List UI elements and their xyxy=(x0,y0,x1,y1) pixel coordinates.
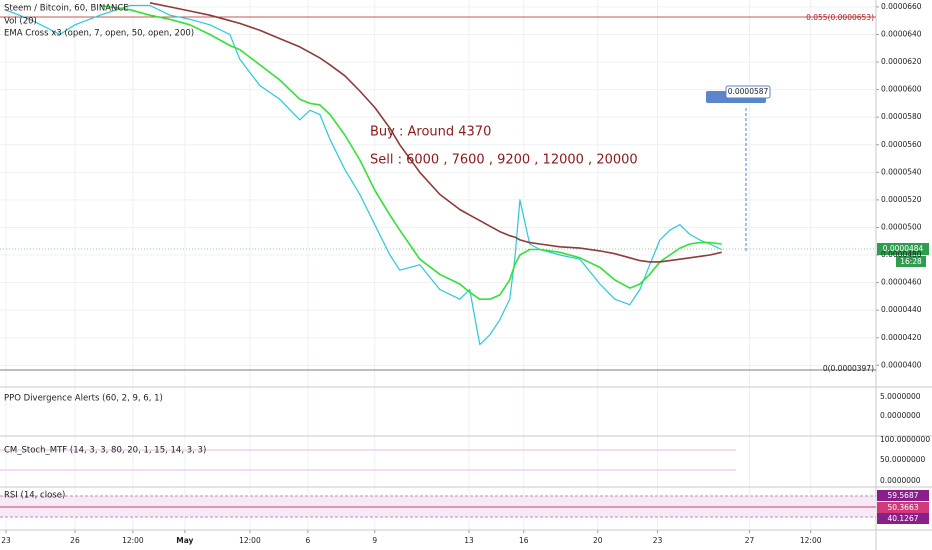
panel-title: PPO Divergence Alerts (60, 2, 9, 6, 1) xyxy=(4,394,163,404)
y-tick-label: 0.0000400 xyxy=(881,360,922,369)
countdown: 16:28 xyxy=(900,257,922,266)
x-tick-label: 12:00 xyxy=(800,536,822,545)
panel-title: CM_Stoch_MTF (14, 3, 3, 80, 20, 1, 15, 1… xyxy=(4,446,206,456)
y-tick-label: 0.0000460 xyxy=(881,278,922,287)
indicator-label: Vol (20) xyxy=(4,17,37,27)
x-tick-label: 20 xyxy=(593,536,603,545)
x-tick-label: 16 xyxy=(519,536,529,545)
y-tick-label: 0.0000440 xyxy=(881,305,922,314)
rsi-tag xyxy=(877,490,929,501)
panel-title: RSI (14, close) xyxy=(4,491,65,501)
y-tick-label: 0.0000560 xyxy=(881,140,922,149)
fib-label: 0(0.0000397) xyxy=(823,364,874,373)
y-tick-label: 0.0000640 xyxy=(881,29,922,38)
last-price-tag xyxy=(877,243,929,255)
panel-tick: 100.0000000 xyxy=(880,435,930,444)
symbol-title: Steem / Bitcoin, 60, BINANCE xyxy=(4,4,129,14)
last-price: 0.0000484 xyxy=(883,244,924,253)
measure-label: 0.0000587 xyxy=(728,87,769,96)
indicator-label: EMA Cross x3 (open, 7, open, 50, open, 2… xyxy=(4,29,194,39)
measure-tag xyxy=(725,85,771,99)
panel-tick: 50.0000000 xyxy=(880,455,926,464)
rsi-value: 50.3663 xyxy=(887,503,918,512)
annotation: Buy : Around 4370 xyxy=(370,125,491,140)
series-line xyxy=(149,2,722,263)
x-tick-label: 9 xyxy=(372,536,377,545)
x-tick-label: May xyxy=(176,536,193,545)
panel-tick: 0.0000000 xyxy=(880,476,921,485)
x-tick-label: 12:00 xyxy=(239,536,261,545)
countdown-tag xyxy=(896,256,926,267)
y-tick-label: 0.0000500 xyxy=(881,222,922,231)
rsi-tag xyxy=(877,513,929,524)
y-tick-label: 0.0000620 xyxy=(881,57,922,66)
panel-tick: 5.0000000 xyxy=(880,392,921,401)
y-tick-label: 0.0000480 xyxy=(881,250,922,259)
x-tick-label: 12:00 xyxy=(122,536,144,545)
y-tick-label: 0.0000540 xyxy=(881,167,922,176)
y-tick-label: 0.0000580 xyxy=(881,112,922,121)
series-line xyxy=(99,4,722,300)
panel-tick: 0.0000000 xyxy=(880,411,921,420)
y-tick-label: 0.0000660 xyxy=(881,2,922,11)
rsi-value: 59.5687 xyxy=(887,491,918,500)
series-line xyxy=(4,4,722,346)
y-tick-label: 0.0000520 xyxy=(881,195,922,204)
rsi-value: 40.1267 xyxy=(887,514,918,523)
y-tick-label: 0.0000600 xyxy=(881,85,922,94)
rsi-tag xyxy=(877,502,929,513)
x-tick-label: 26 xyxy=(70,536,80,545)
x-tick-label: 23 xyxy=(1,536,11,545)
x-tick-label: 27 xyxy=(745,536,755,545)
x-tick-label: 13 xyxy=(464,536,474,545)
x-tick-label: 6 xyxy=(305,536,310,545)
annotation: Sell : 6000 , 7600 , 9200 , 12000 , 2000… xyxy=(370,153,638,168)
x-tick-label: 23 xyxy=(653,536,663,545)
fib-label: 0.055(0.0000653) xyxy=(806,13,874,22)
y-tick-label: 0.0000420 xyxy=(881,333,922,342)
